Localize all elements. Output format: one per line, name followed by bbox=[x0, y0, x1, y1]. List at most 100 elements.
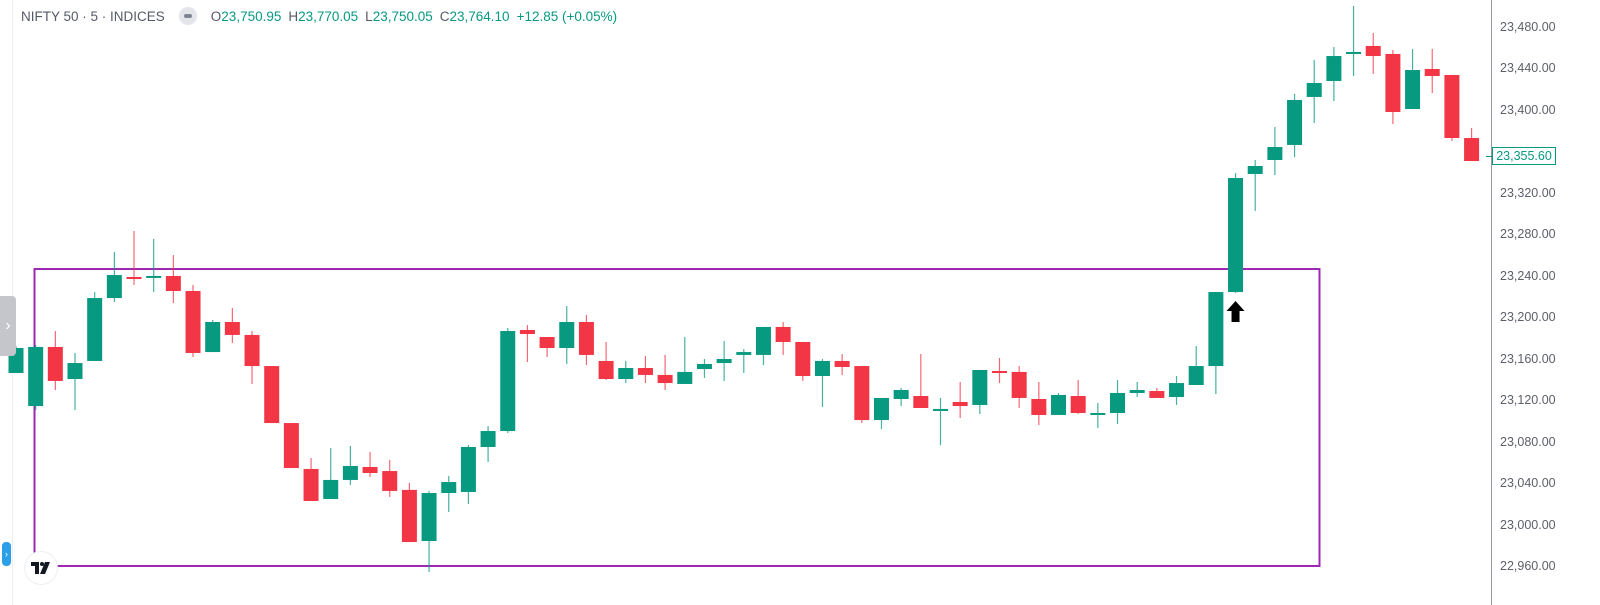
candle bbox=[401, 482, 417, 543]
open-value: 23,750.95 bbox=[221, 8, 282, 24]
candle bbox=[1031, 382, 1047, 426]
candle bbox=[1267, 127, 1283, 176]
candle bbox=[480, 426, 496, 463]
price-tick: 23,400.00 bbox=[1500, 102, 1556, 117]
candle bbox=[1385, 50, 1401, 125]
candle bbox=[972, 369, 988, 415]
rectangle-drawing[interactable] bbox=[33, 268, 1321, 567]
candle bbox=[873, 397, 889, 429]
candle bbox=[1346, 5, 1362, 77]
candle bbox=[559, 306, 575, 364]
candle bbox=[834, 354, 850, 375]
candle bbox=[952, 382, 968, 418]
open-label: O bbox=[210, 8, 222, 24]
candlestick-series bbox=[8, 5, 1480, 572]
candle bbox=[303, 457, 319, 501]
side-panel-tab[interactable]: › bbox=[0, 296, 16, 356]
candle bbox=[500, 327, 516, 433]
high-label: H bbox=[288, 8, 299, 24]
price-axis-border bbox=[1491, 0, 1492, 605]
candle bbox=[283, 423, 299, 469]
price-tick: 23,440.00 bbox=[1500, 61, 1556, 76]
close-label: C bbox=[439, 8, 450, 24]
price-axis[interactable]: 23,480.00 23,440.00 23,400.00 23,320.00 23,2… bbox=[1492, 0, 1600, 605]
price-tick: 23,080.00 bbox=[1500, 434, 1556, 449]
candle bbox=[165, 255, 181, 304]
candle bbox=[1090, 403, 1106, 429]
candle bbox=[1070, 380, 1086, 415]
candle bbox=[185, 284, 201, 358]
candle bbox=[1011, 366, 1027, 409]
tradingview-logo-icon[interactable] bbox=[25, 552, 57, 584]
candle bbox=[696, 358, 712, 378]
candle bbox=[578, 314, 594, 366]
candle bbox=[323, 448, 339, 500]
candle bbox=[775, 321, 791, 355]
low-value: 23,750.05 bbox=[372, 8, 433, 24]
candle bbox=[106, 252, 122, 302]
close-value: 23,764.10 bbox=[449, 8, 510, 24]
candle bbox=[598, 341, 614, 381]
price-tick: 23,120.00 bbox=[1500, 393, 1556, 408]
candle bbox=[1365, 33, 1381, 74]
candle bbox=[421, 490, 437, 572]
candle bbox=[1149, 388, 1165, 398]
candle bbox=[519, 324, 535, 362]
price-tick: 23,040.00 bbox=[1500, 476, 1556, 491]
candle bbox=[28, 344, 44, 410]
candle bbox=[1208, 292, 1224, 395]
candle bbox=[382, 459, 398, 497]
candle bbox=[264, 366, 280, 424]
candle bbox=[814, 358, 830, 407]
chart-pane[interactable] bbox=[0, 0, 1492, 605]
candle bbox=[893, 388, 909, 407]
up-arrow-icon[interactable] bbox=[1226, 301, 1245, 323]
high-value: 23,770.05 bbox=[298, 8, 359, 24]
candle bbox=[47, 331, 63, 390]
candle bbox=[1306, 59, 1322, 123]
candle bbox=[244, 331, 260, 384]
low-label: L bbox=[365, 8, 373, 24]
candle bbox=[67, 352, 83, 410]
chevron-right-icon: › bbox=[5, 317, 11, 334]
candle bbox=[1464, 127, 1480, 162]
candle bbox=[1424, 48, 1440, 94]
candle bbox=[205, 320, 221, 353]
candle bbox=[1188, 346, 1204, 386]
candle bbox=[362, 451, 378, 477]
candle bbox=[618, 360, 634, 384]
candle bbox=[1129, 382, 1145, 398]
price-tick: 23,280.00 bbox=[1500, 227, 1556, 242]
price-tick: 23,200.00 bbox=[1500, 310, 1556, 325]
candle bbox=[716, 340, 732, 381]
candle bbox=[126, 230, 142, 285]
visibility-toggle-icon[interactable] bbox=[178, 7, 197, 25]
candle bbox=[146, 238, 162, 293]
candle bbox=[1326, 47, 1342, 102]
candle bbox=[87, 292, 103, 361]
candle bbox=[1228, 173, 1244, 293]
price-tick: 23,320.00 bbox=[1500, 185, 1556, 200]
candle bbox=[736, 349, 752, 373]
candle bbox=[224, 307, 240, 344]
candle bbox=[342, 445, 358, 485]
chevron-right-icon: › bbox=[5, 549, 8, 559]
sidebar-toggle-button[interactable]: › bbox=[2, 542, 11, 566]
candle bbox=[539, 337, 555, 358]
price-tick: 23,000.00 bbox=[1500, 517, 1556, 532]
price-tick: 23,160.00 bbox=[1500, 351, 1556, 366]
price-tick: 23,240.00 bbox=[1500, 268, 1556, 283]
candle bbox=[992, 357, 1007, 384]
symbol-title[interactable]: NIFTY 50 · 5 · INDICES bbox=[21, 8, 165, 24]
candle bbox=[657, 354, 673, 390]
price-tick: 23,480.00 bbox=[1500, 20, 1556, 34]
candle bbox=[677, 337, 693, 384]
candle bbox=[1110, 380, 1126, 424]
candle bbox=[1405, 48, 1421, 109]
change-value: +12.85 (+0.05%) bbox=[516, 8, 618, 24]
series-legend[interactable]: NIFTY 50 · 5 · INDICES O 23,750.95 H 23,… bbox=[21, 7, 617, 25]
candle bbox=[637, 355, 653, 384]
candle bbox=[755, 326, 771, 366]
candle bbox=[441, 476, 457, 512]
candle bbox=[913, 354, 929, 409]
